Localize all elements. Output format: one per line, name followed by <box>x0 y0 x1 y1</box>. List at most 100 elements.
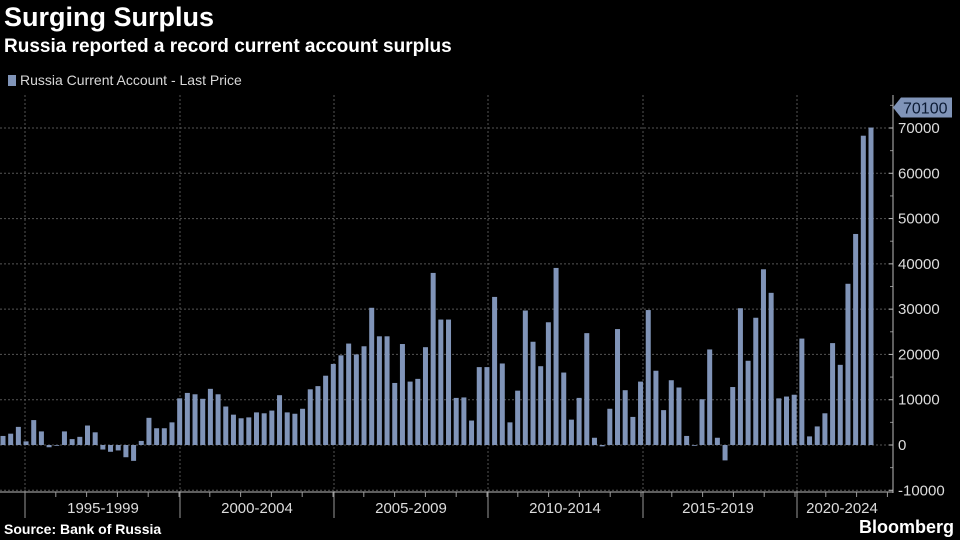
bar <box>515 390 521 445</box>
bar <box>699 399 705 445</box>
bar <box>753 317 759 445</box>
bar <box>599 445 605 447</box>
bar <box>230 414 236 445</box>
bar <box>415 378 421 445</box>
bar <box>269 410 275 445</box>
bar <box>492 296 498 445</box>
bar <box>346 343 352 445</box>
bar <box>15 426 21 445</box>
legend-swatch <box>8 74 16 86</box>
bar <box>499 363 505 445</box>
bar <box>253 412 259 445</box>
bar <box>108 445 114 452</box>
bar <box>399 344 405 445</box>
bar <box>338 355 344 445</box>
bar <box>200 398 206 445</box>
bar <box>100 445 106 450</box>
bar <box>361 346 367 445</box>
bar <box>177 398 183 445</box>
bar <box>645 310 651 445</box>
bar <box>822 413 828 445</box>
bar <box>54 445 60 446</box>
bar <box>507 422 513 445</box>
bar <box>807 436 813 445</box>
bar <box>38 431 44 445</box>
x-tick-label: 2000-2004 <box>221 500 293 517</box>
bar <box>768 292 774 445</box>
bar <box>853 233 859 445</box>
bar <box>369 307 375 445</box>
x-tick-label: 2015-2019 <box>682 500 754 517</box>
y-tick-label: 10000 <box>898 392 940 409</box>
y-tick-label: 20000 <box>898 346 940 363</box>
bar <box>469 420 475 445</box>
bar <box>31 420 37 445</box>
x-tick-label: 2010-2014 <box>529 500 601 517</box>
bar <box>868 127 874 445</box>
bar <box>307 389 313 445</box>
bar <box>446 319 452 445</box>
bar <box>192 394 198 445</box>
y-tick-label: 30000 <box>898 301 940 318</box>
bar <box>745 360 751 445</box>
legend: Russia Current Account - Last Price <box>8 72 242 88</box>
last-value-tag <box>893 97 952 118</box>
bar <box>638 381 644 445</box>
bar <box>315 386 321 445</box>
bar <box>461 397 467 445</box>
bar <box>407 381 413 445</box>
bar <box>61 431 67 445</box>
source-note: Source: Bank of Russia <box>4 521 162 537</box>
bar <box>246 417 252 445</box>
bar <box>668 380 674 445</box>
bar <box>92 432 98 445</box>
bar <box>215 394 221 445</box>
brand-logo: Bloomberg <box>858 517 954 537</box>
x-tick-label: 2020-2024 <box>806 500 878 517</box>
bar <box>661 410 667 445</box>
bar <box>154 428 160 445</box>
bar <box>561 372 567 445</box>
x-tick-label: 1995-1999 <box>67 500 139 517</box>
bar <box>653 370 659 445</box>
bar <box>300 408 306 445</box>
bar <box>284 412 290 445</box>
y-tick-label: 50000 <box>898 211 940 228</box>
bar <box>184 392 190 445</box>
bar <box>530 341 536 445</box>
bar <box>0 435 6 445</box>
bar <box>384 336 390 445</box>
bar <box>830 343 836 445</box>
bar <box>292 413 298 445</box>
bar <box>23 441 29 445</box>
bar <box>161 428 167 445</box>
bar <box>714 437 720 445</box>
bar <box>791 394 797 445</box>
bar <box>730 387 736 445</box>
bar <box>169 422 175 445</box>
bar <box>784 396 790 445</box>
bar <box>630 416 636 445</box>
bar <box>392 382 398 445</box>
bar <box>238 418 244 445</box>
bar <box>484 367 490 445</box>
bar <box>207 388 213 445</box>
bar <box>737 308 743 445</box>
bar <box>223 406 229 445</box>
bar <box>615 329 621 445</box>
bar <box>684 435 690 445</box>
bar <box>760 269 766 445</box>
bar <box>438 319 444 445</box>
bar <box>323 375 329 445</box>
bar <box>837 364 843 445</box>
bar <box>676 387 682 445</box>
bar <box>814 426 820 445</box>
bar <box>584 333 590 445</box>
bar <box>860 135 866 445</box>
bar <box>115 445 121 451</box>
bar <box>591 437 597 445</box>
bar <box>538 366 544 445</box>
chart-subtitle: Russia reported a record current account… <box>4 36 452 57</box>
bar <box>707 349 713 445</box>
